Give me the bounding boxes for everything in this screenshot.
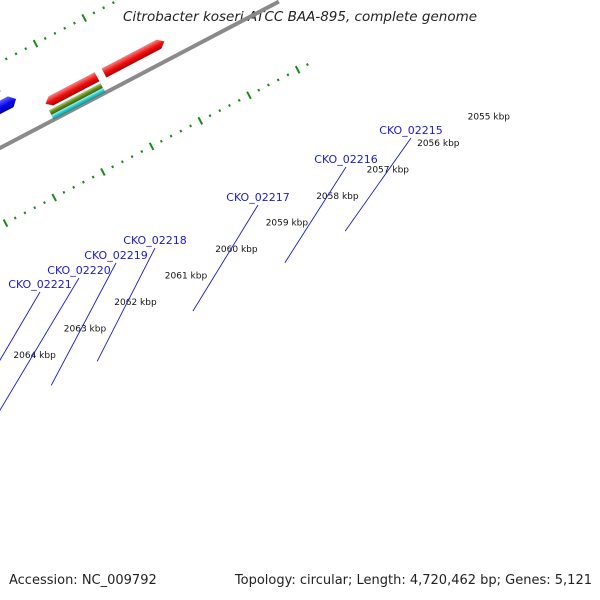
cds-arrow <box>0 96 17 157</box>
scale-tick <box>62 190 66 194</box>
scale-tick <box>63 26 67 30</box>
gene-label: CKO_02221 <box>8 278 71 291</box>
scale-tick <box>72 21 76 25</box>
scale-tick <box>130 155 134 159</box>
scale-tick <box>159 139 163 143</box>
gene-leader-line <box>0 291 41 361</box>
scale-tick <box>246 91 252 100</box>
kbp-label: 2059 kbp <box>266 219 309 229</box>
scale-tick <box>43 201 46 205</box>
gene-leader-line <box>284 166 347 263</box>
scale-tick <box>197 116 204 125</box>
kbp-label: 2058 kbp <box>316 192 359 202</box>
gene-leader-line <box>192 204 259 312</box>
scale-tick <box>4 57 8 61</box>
gene-label: CKO_02217 <box>226 191 289 204</box>
scale-tick <box>237 98 241 102</box>
scale-tick <box>276 78 280 82</box>
scale-tick <box>51 193 57 202</box>
scale-tick <box>218 109 222 113</box>
scale-tick <box>81 13 87 23</box>
kbp-label: 2061 kbp <box>165 272 208 282</box>
kbp-label: 2055 kbp <box>468 113 511 123</box>
scale-tick <box>140 149 144 154</box>
kbp-label: 2064 kbp <box>13 351 56 361</box>
scale-tick <box>179 129 183 133</box>
cog-bar-cyan <box>51 87 106 120</box>
accession-text: Accession: NC_009792 <box>9 573 157 588</box>
scale-tick <box>32 39 39 48</box>
scale-tick <box>92 11 96 15</box>
gene-leader-line <box>344 137 412 232</box>
scale-tick <box>91 175 95 179</box>
gene-label: CKO_02216 <box>314 153 377 166</box>
gene-leader-line <box>50 262 117 386</box>
gene-leader-line <box>0 277 80 411</box>
scale-tick <box>148 142 155 151</box>
scale-tick <box>100 167 106 176</box>
scale-tick <box>208 114 212 118</box>
scale-tick <box>72 185 76 189</box>
gene-leader-line <box>96 247 156 362</box>
scale-tick <box>111 165 115 169</box>
scale-tick <box>14 52 18 56</box>
kbp-label: 2063 kbp <box>64 325 107 335</box>
kbp-label: 2062 kbp <box>114 298 157 308</box>
scale-tick <box>294 65 301 74</box>
gene-label: CKO_02220 <box>47 264 110 277</box>
scale-tick <box>169 134 173 138</box>
scale-tick <box>33 206 37 210</box>
gene-label: CKO_02218 <box>123 234 186 247</box>
scale-tick <box>81 180 85 184</box>
scale-tick <box>257 88 261 92</box>
scale-tick <box>111 1 115 5</box>
scale-tick <box>53 31 57 35</box>
scale-tick <box>228 103 231 108</box>
scale-tick <box>120 160 124 164</box>
kbp-label: 2056 kbp <box>417 139 460 149</box>
scale-tick <box>2 219 9 228</box>
scale-tick <box>267 83 270 87</box>
scale-tick <box>102 6 106 10</box>
genome-backbone <box>0 0 280 394</box>
scale-tick <box>286 73 290 77</box>
scale-tick <box>189 124 192 128</box>
topology-text: Topology: circular; Length: 4,720,462 bp… <box>234 573 592 588</box>
cog-bar-gray <box>0 80 2 142</box>
scale-tick <box>13 216 17 220</box>
cog-bar-red <box>101 39 165 78</box>
map-title: Citrobacter koseri ATCC BAA-895, complet… <box>122 9 478 25</box>
scale-tick <box>23 211 27 215</box>
scale-tick <box>24 47 28 51</box>
cog-bar-red <box>45 71 100 106</box>
kbp-label: 2060 kbp <box>215 245 258 255</box>
scale-tick <box>43 36 47 40</box>
gene-label: CKO_02215 <box>379 124 442 137</box>
scale-tick <box>305 63 309 67</box>
gene-label: CKO_02219 <box>84 249 147 262</box>
